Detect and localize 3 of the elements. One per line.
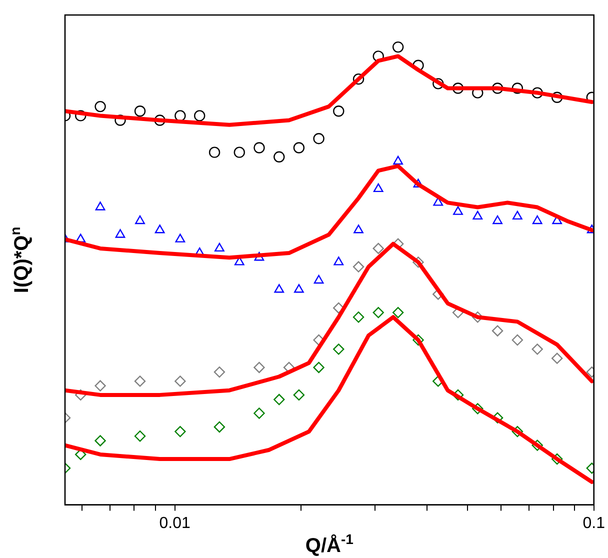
x-tick-label: 0.1 — [582, 514, 606, 532]
x-tick-label: 0.01 — [159, 514, 190, 532]
y-axis-title: I(Q)*Qn — [7, 226, 33, 294]
